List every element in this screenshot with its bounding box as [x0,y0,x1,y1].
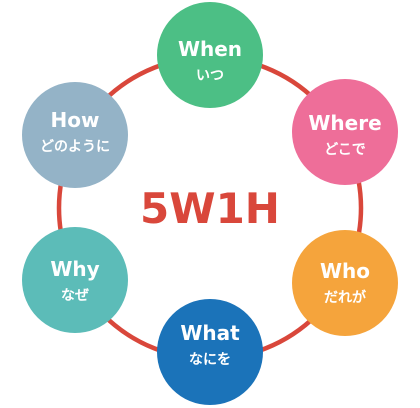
node-when-circle [157,2,263,108]
center-title: 5W1H [140,184,280,233]
node-who: Who だれが [292,230,398,336]
node-who-label: Who [320,259,370,283]
node-what-sublabel: なにを [189,352,231,368]
node-who-sublabel: だれが [324,289,367,306]
node-how-circle [22,82,128,188]
node-how-sublabel: どのように [40,139,110,155]
node-where-sublabel: どこで [324,142,366,158]
node-how: How どのように [22,82,128,188]
node-what-label: What [180,321,240,345]
node-what-circle [157,299,263,405]
node-why-sublabel: なぜ [61,288,89,304]
node-when: When いつ [157,2,263,108]
node-who-circle [292,230,398,336]
node-where-circle [292,79,398,185]
node-what: What なにを [157,299,263,405]
node-how-label: How [51,108,100,132]
node-when-sublabel: いつ [196,68,224,84]
node-why-label: Why [50,257,99,281]
node-where-label: Where [308,111,381,135]
node-when-label: When [178,37,242,61]
node-why-circle [22,227,128,333]
node-where: Where どこで [292,79,398,185]
node-why: Why なぜ [22,227,128,333]
